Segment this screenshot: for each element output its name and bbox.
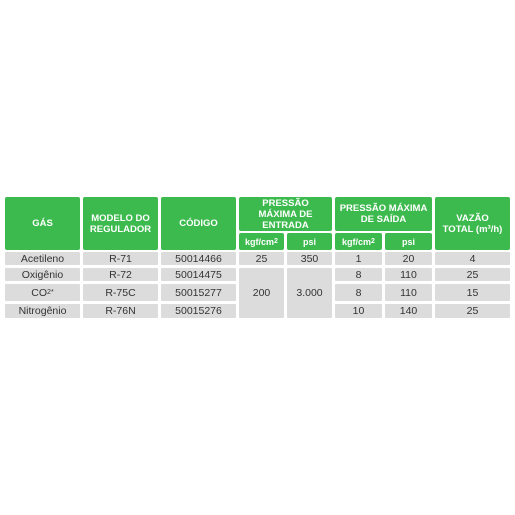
row4-codigo: 50015276	[161, 304, 236, 318]
rows234-entrada-kgf: 200	[239, 268, 284, 318]
row2-saida-psi: 110	[385, 268, 432, 281]
row1-saida-psi: 20	[385, 252, 432, 265]
row3-modelo: R-75C	[83, 284, 158, 301]
row4-saida-psi: 140	[385, 304, 432, 318]
row4-saida-kgf: 10	[335, 304, 382, 318]
row2-saida-kgf: 8	[335, 268, 382, 281]
subheader-entrada-kgf-base: kgf/cm	[245, 236, 275, 247]
row4-vazao: 25	[435, 304, 510, 318]
subheader-saida-psi: psi	[385, 233, 432, 250]
row2-vazao: 25	[435, 268, 510, 281]
subheader-saida-kgf: kgf/cm 2	[335, 233, 382, 250]
row3-gas-base: CO	[31, 286, 48, 299]
row4-gas: Nitrogênio	[5, 304, 80, 318]
header-pressao-entrada: PRESSÃO MÁXIMA DE ENTRADA	[239, 197, 332, 231]
row1-gas: Acetileno	[5, 252, 80, 265]
row3-saida-psi: 110	[385, 284, 432, 301]
row1-codigo: 50014466	[161, 252, 236, 265]
subheader-saida-kgf-base: kgf/cm	[342, 236, 372, 247]
row2-codigo: 50014475	[161, 268, 236, 281]
header-modelo: MODELO DO REGULADOR	[83, 197, 158, 250]
row3-saida-kgf: 8	[335, 284, 382, 301]
rows234-entrada-psi: 3.000	[287, 268, 332, 318]
subheader-entrada-psi: psi	[287, 233, 332, 250]
row3-gas: CO 2 *	[5, 284, 80, 301]
header-vazao: VAZÃO TOTAL (m³/h)	[435, 197, 510, 250]
row1-saida-kgf: 1	[335, 252, 382, 265]
row1-entrada-kgf: 25	[239, 252, 284, 265]
header-pressao-saida: PRESSÃO MÁXIMA DE SAÍDA	[335, 197, 432, 231]
row4-modelo: R-76N	[83, 304, 158, 318]
row1-vazao: 4	[435, 252, 510, 265]
row3-codigo: 50015277	[161, 284, 236, 301]
row2-gas: Oxigênio	[5, 268, 80, 281]
subheader-entrada-kgf: kgf/cm 2	[239, 233, 284, 250]
row1-modelo: R-71	[83, 252, 158, 265]
header-codigo: CÓDIGO	[161, 197, 236, 250]
row2-modelo: R-72	[83, 268, 158, 281]
row3-vazao: 15	[435, 284, 510, 301]
header-gas: GÁS	[5, 197, 80, 250]
row1-entrada-psi: 350	[287, 252, 332, 265]
